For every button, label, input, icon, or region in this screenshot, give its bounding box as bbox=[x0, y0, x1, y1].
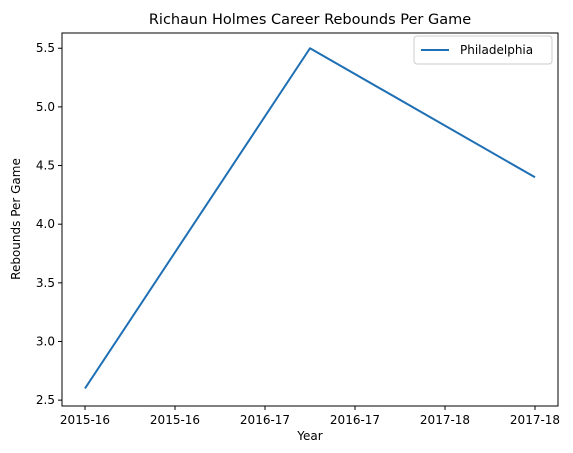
x-tick-label: 2016-17 bbox=[330, 413, 380, 427]
y-tick-label: 4.5 bbox=[36, 159, 55, 173]
legend-box bbox=[413, 35, 553, 65]
x-tick-label: 2015-16 bbox=[60, 413, 110, 427]
y-tick-label: 5.0 bbox=[36, 100, 55, 114]
legend-label-philadelphia: Philadelphia bbox=[460, 43, 533, 57]
x-tick-label: 2017-18 bbox=[420, 413, 470, 427]
x-tick-label: 2016-17 bbox=[240, 413, 290, 427]
y-tick-label: 3.5 bbox=[36, 276, 55, 290]
y-tick-label: 3.0 bbox=[36, 334, 55, 348]
chart-title: Richaun Holmes Career Rebounds Per Game bbox=[149, 12, 471, 28]
y-tick-label: 2.5 bbox=[36, 393, 55, 407]
x-axis-label: Year bbox=[296, 429, 322, 443]
series-line-philadelphia bbox=[84, 47, 536, 389]
x-tick-label: 2017-18 bbox=[510, 413, 560, 427]
legend: Philadelphia bbox=[413, 35, 553, 65]
x-axis: 2015-16 2015-16 2016-17 2016-17 2017-18 2017-… bbox=[60, 406, 560, 427]
y-tick-label: 4.0 bbox=[36, 217, 55, 231]
y-tick-label: 5.5 bbox=[36, 41, 55, 55]
series-layer bbox=[84, 47, 536, 389]
y-axis-label: Rebounds Per Game bbox=[9, 158, 23, 280]
x-tick-label: 2015-16 bbox=[150, 413, 200, 427]
plot-frame bbox=[61, 32, 559, 407]
y-axis: 2.5 3.0 3.5 4.0 4.5 5.0 5.5 bbox=[36, 41, 62, 407]
plot-area bbox=[61, 32, 559, 407]
